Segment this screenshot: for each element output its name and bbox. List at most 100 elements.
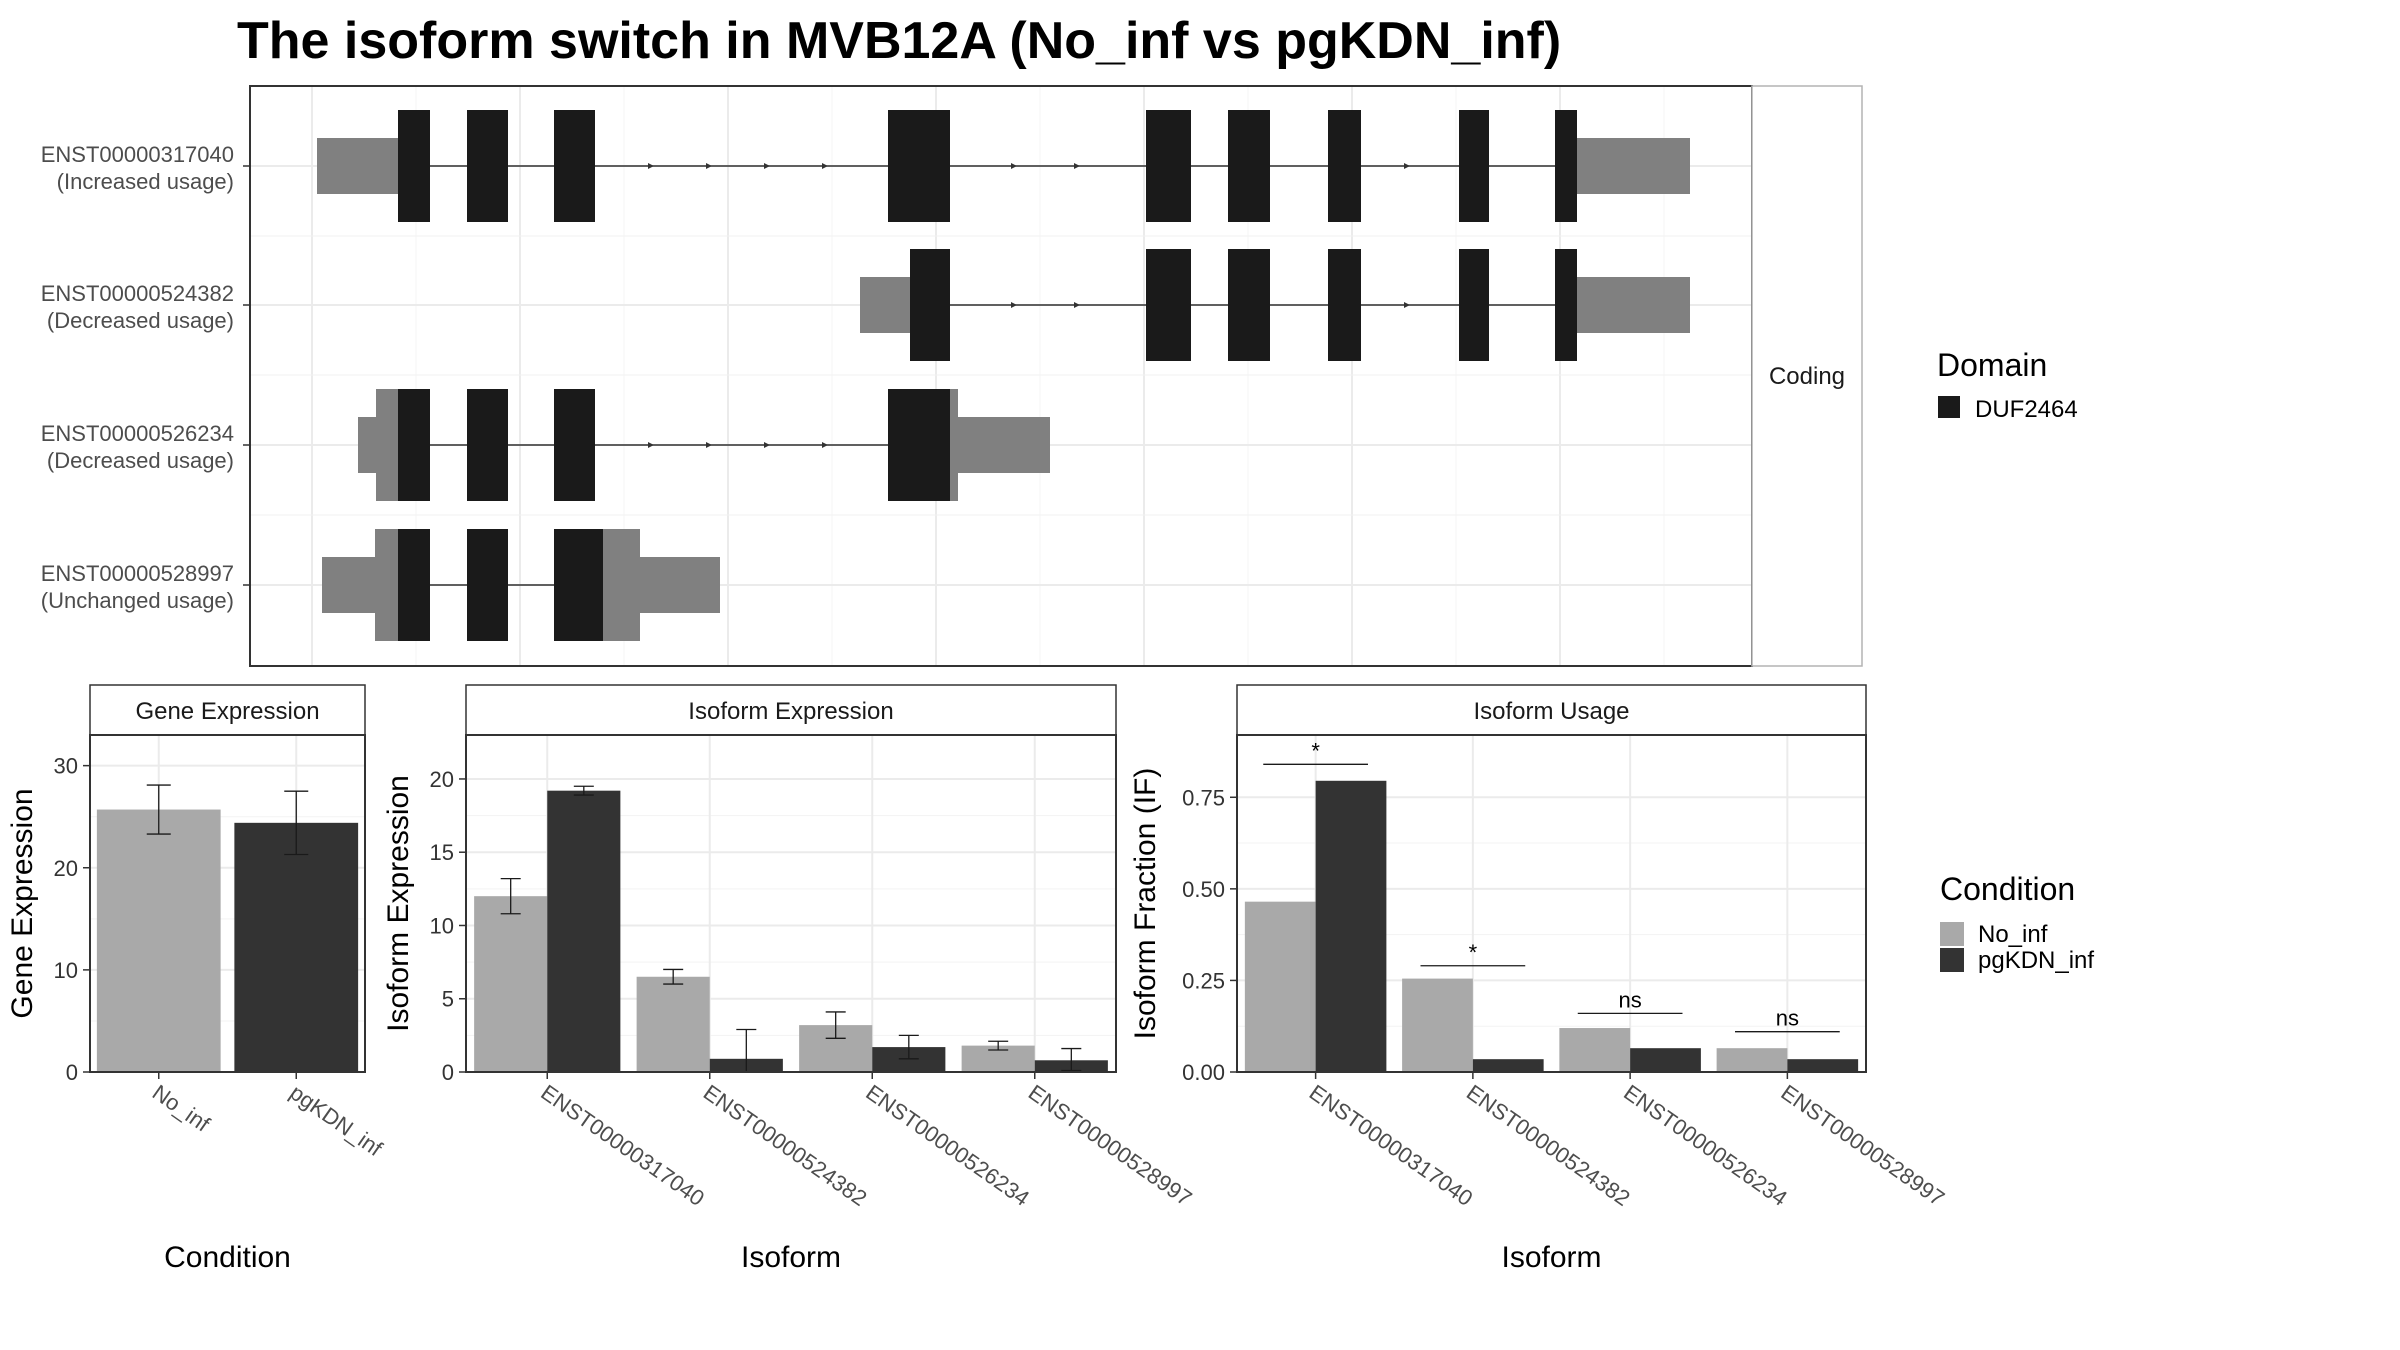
- strand-arrow: [648, 442, 654, 448]
- y-axis-title: Isoform Fraction (IF): [1129, 768, 1162, 1040]
- utr-exon: [640, 557, 720, 613]
- bar-No_inf-ENST00000317040: [474, 896, 548, 1072]
- ytick-label: 0.75: [1182, 785, 1225, 810]
- bar-pgKDN_inf-ENST00000528997: [1787, 1059, 1859, 1072]
- strand-arrow: [706, 163, 712, 169]
- legend-label-DUF2464: DUF2464: [1975, 396, 2078, 423]
- panel-strip-label: Gene Expression: [135, 698, 319, 725]
- isoform-usage-panel: Isoform Usage * * ns ns 0.00 0.25 0.50 0.75 ENST0…: [1129, 684, 1949, 1274]
- xtick-label-ENST00000526234: ENST00000526234: [1619, 1080, 1792, 1211]
- xtick-label-ENST00000526234: ENST00000526234: [861, 1080, 1034, 1211]
- panel-strip-label: Isoform Usage: [1473, 698, 1629, 725]
- utr-exon: [860, 277, 910, 333]
- domain-exon: [1459, 249, 1489, 361]
- transcript-track-ENST00000524382: [860, 249, 1690, 361]
- utr-exon: [1577, 277, 1690, 333]
- strand-arrow: [764, 442, 770, 448]
- domain-exon: [554, 529, 603, 641]
- domain-legend-title: Domain: [1937, 347, 2047, 383]
- utr-exon: [958, 417, 1050, 473]
- strand-arrow: [1404, 163, 1410, 169]
- ytick-label: 10: [430, 913, 454, 938]
- transcript-label-ENST00000317040: ENST00000317040: [41, 142, 234, 167]
- strand-arrow: [822, 163, 828, 169]
- domain-exon: [1459, 110, 1489, 222]
- legend-swatch-DUF2464: [1938, 396, 1960, 418]
- xtick-label-ENST00000317040: ENST00000317040: [536, 1080, 709, 1211]
- bar-No_inf-ENST00000524382: [636, 976, 710, 1072]
- domain-exon: [554, 389, 595, 501]
- bar-pgKDN_inf-ENST00000526234: [1630, 1048, 1701, 1072]
- ytick-label: 30: [54, 754, 78, 779]
- strand-arrow: [1404, 302, 1410, 308]
- transcript-label-ENST00000528997: ENST00000528997: [41, 561, 234, 586]
- domain-exon: [467, 529, 508, 641]
- strand-arrow: [706, 442, 712, 448]
- plot-border: [1236, 734, 1867, 1073]
- domain-exon: [1228, 110, 1270, 222]
- strand-arrow: [1011, 302, 1017, 308]
- strand-arrow: [764, 163, 770, 169]
- x-axis-title: Isoform: [1501, 1241, 1601, 1274]
- transcript-usage-note: (Decreased usage): [47, 308, 234, 333]
- figure-title: The isoform switch in MVB12A (No_inf vs …: [237, 12, 1561, 70]
- plot-border: [89, 734, 366, 1073]
- significance-label: ns: [1619, 987, 1642, 1012]
- ytick-label: 0.25: [1182, 968, 1225, 993]
- utr-exon: [1577, 138, 1690, 194]
- ytick-label: 20: [54, 856, 78, 881]
- x-axis-title: Isoform: [741, 1241, 841, 1274]
- isoform-expression-panel: Isoform Expression 0 5 10 15 20 ENST0000031704…: [382, 684, 1197, 1274]
- significance-label: ns: [1776, 1006, 1799, 1031]
- ytick-label: 5: [442, 987, 454, 1012]
- ytick-label: 20: [430, 767, 454, 792]
- strand-arrow: [1011, 163, 1017, 169]
- x-axis-title: Condition: [164, 1241, 291, 1274]
- gene-expression-panel: Gene Expression 0 10 20 30 No_inf pgKDN_inf Con…: [6, 684, 388, 1274]
- utr-exon: [322, 557, 375, 613]
- transcript-label-ENST00000526234: ENST00000526234: [41, 421, 234, 446]
- plot-border: [465, 734, 1117, 1073]
- bar-No_inf: [96, 809, 221, 1072]
- coding-exon-nodomain: [603, 529, 640, 641]
- xtick-label-ENST00000317040: ENST00000317040: [1305, 1080, 1478, 1211]
- significance-label: *: [1469, 940, 1478, 965]
- panel-strip: [89, 684, 366, 736]
- xtick-label-No_inf: No_inf: [148, 1080, 215, 1137]
- bar-No_inf-ENST00000524382: [1402, 978, 1473, 1072]
- bar-pgKDN_inf-ENST00000524382: [1472, 1059, 1544, 1072]
- ytick-label: 0: [442, 1060, 454, 1085]
- legend-swatch-No_inf: [1940, 922, 1964, 946]
- domain-exon: [467, 110, 508, 222]
- domain-exon: [910, 249, 950, 361]
- domain-exon: [398, 389, 430, 501]
- legend-label-No_inf: No_inf: [1978, 921, 2048, 948]
- y-axis-title: Isoform Expression: [382, 775, 415, 1032]
- coding-exon-nodomain: [376, 389, 398, 501]
- domain-exon: [1328, 249, 1361, 361]
- transcript-usage-note: (Unchanged usage): [41, 588, 234, 613]
- transcript-structure-panel: Coding ENST00000317040(Increased usage) EN…: [41, 85, 1863, 667]
- domain-exon: [1555, 249, 1577, 361]
- ytick-label: 15: [430, 840, 454, 865]
- bar-No_inf-ENST00000526234: [1559, 1028, 1631, 1072]
- ytick-label: 10: [54, 958, 78, 983]
- bar-pgKDN_inf-ENST00000317040: [1315, 780, 1387, 1072]
- strand-arrow: [1074, 302, 1080, 308]
- legend-swatch-pgKDN_inf: [1940, 948, 1964, 972]
- ytick-label: 0.50: [1182, 877, 1225, 902]
- bar-No_inf-ENST00000528997: [1716, 1048, 1788, 1072]
- transcript-track-ENST00000526234: [358, 389, 1050, 501]
- domain-exon: [554, 110, 595, 222]
- coding-exon-nodomain: [375, 529, 398, 641]
- domain-legend: Domain DUF2464: [1937, 347, 2078, 423]
- domain-exon: [1228, 249, 1270, 361]
- domain-exon: [398, 529, 430, 641]
- facet-label-coding: Coding: [1769, 363, 1845, 390]
- domain-exon: [1146, 110, 1191, 222]
- facet-strip: [1751, 85, 1863, 667]
- xtick-label-ENST00000524382: ENST00000524382: [699, 1080, 872, 1211]
- domain-exon: [888, 389, 950, 501]
- strand-arrow: [822, 442, 828, 448]
